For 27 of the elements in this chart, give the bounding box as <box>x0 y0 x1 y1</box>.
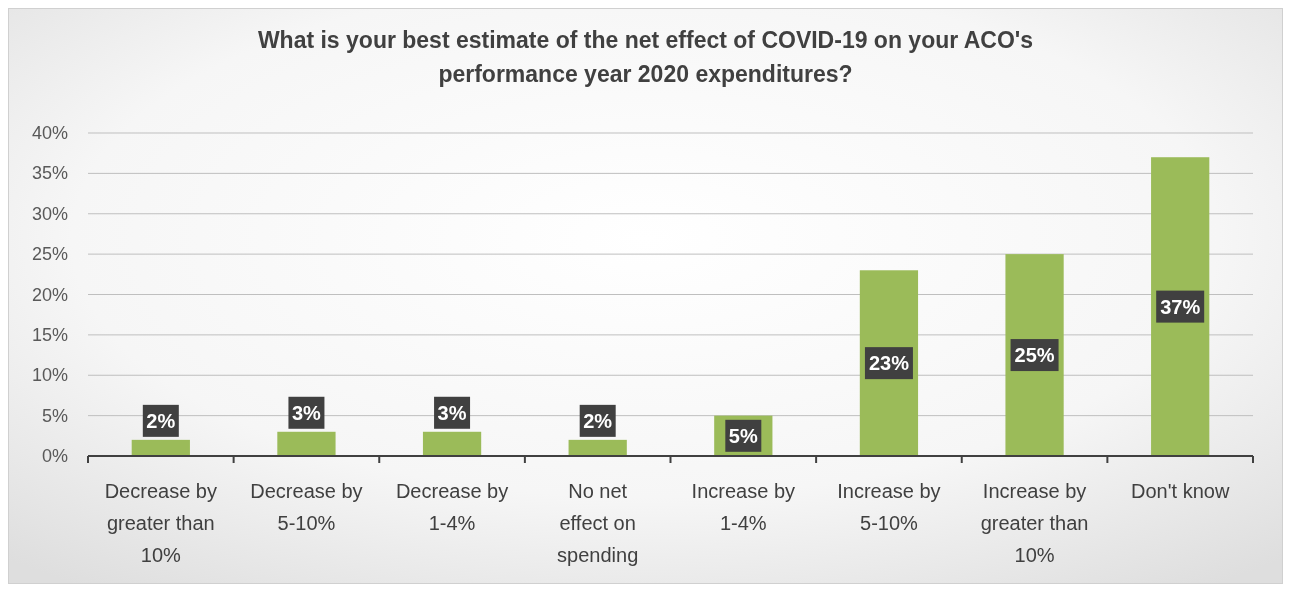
x-tick-label: Increase by 5-10% <box>837 480 941 534</box>
y-tick-label: 15% <box>31 324 68 345</box>
x-tick-label: Increase by greater than 10% <box>980 480 1089 566</box>
y-tick-label: 10% <box>31 365 68 386</box>
data-label: 5% <box>728 424 758 447</box>
y-tick-label: 30% <box>31 203 68 224</box>
x-tick-label: No net effect on spending <box>557 480 639 566</box>
data-label: 37% <box>1160 295 1201 318</box>
data-label: 25% <box>1014 344 1055 367</box>
x-tick-label: Decrease by greater than 10% <box>104 480 217 566</box>
chart-title: What is your best estimate of the net effect of COVID-19 on your ACO's performance year 2020 expenditures? <box>257 27 1034 87</box>
data-label: 23% <box>868 352 910 375</box>
y-tick-label: 5% <box>41 405 68 426</box>
y-tick-label: 35% <box>31 163 68 184</box>
x-tick-label: Don't know <box>1131 480 1230 502</box>
y-tick-label: 25% <box>31 244 68 265</box>
x-tick-label: Increase by 1-4% <box>691 480 796 534</box>
y-tick-label: 40% <box>31 123 68 143</box>
data-label: 2% <box>583 409 613 432</box>
data-label: 2% <box>146 409 176 432</box>
x-tick-label: Decrease by 1-4% <box>395 480 509 534</box>
bar <box>1151 157 1210 456</box>
y-tick-label: 0% <box>41 446 68 466</box>
data-label: 3% <box>437 401 467 424</box>
x-tick-label: Decrease by 5-10% <box>250 480 363 534</box>
y-tick-label: 20% <box>31 284 68 305</box>
data-label: 3% <box>291 401 322 424</box>
